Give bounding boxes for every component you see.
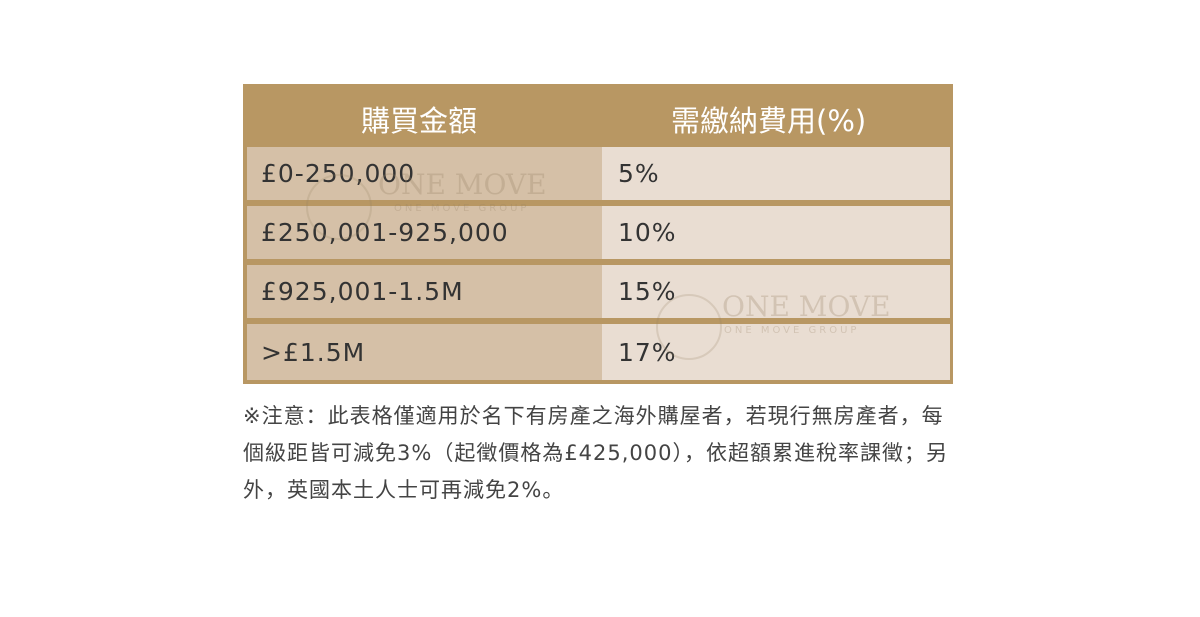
fee-cell: 17% — [602, 324, 950, 380]
fee-cell: 15% — [602, 265, 950, 318]
table-row: >£1.5M 17% — [247, 324, 950, 380]
header-fee: 需繳納費用(%) — [671, 104, 867, 138]
table-row: £925,001-1.5M 15% — [247, 265, 950, 318]
table-header: 購買金額 需繳納費用(%) — [243, 84, 953, 146]
fee-cell: 10% — [602, 206, 950, 259]
amount-cell: >£1.5M — [247, 324, 602, 380]
amount-cell: £0-250,000 — [247, 147, 602, 200]
table-row: £250,001-925,000 10% — [247, 206, 950, 259]
footnote: ※注意：此表格僅適用於名下有房產之海外購屋者，若現行無房產者，每個級距皆可減免3… — [243, 404, 949, 502]
table-row: £0-250,000 5% — [247, 147, 950, 200]
amount-cell: £925,001-1.5M — [247, 265, 602, 318]
header-amount: 購買金額 — [361, 104, 478, 138]
fee-table: 購買金額 需繳納費用(%) £0-250,000 5% £250,001-925… — [243, 84, 953, 384]
fee-cell: 5% — [602, 147, 950, 200]
amount-cell: £250,001-925,000 — [247, 206, 602, 259]
